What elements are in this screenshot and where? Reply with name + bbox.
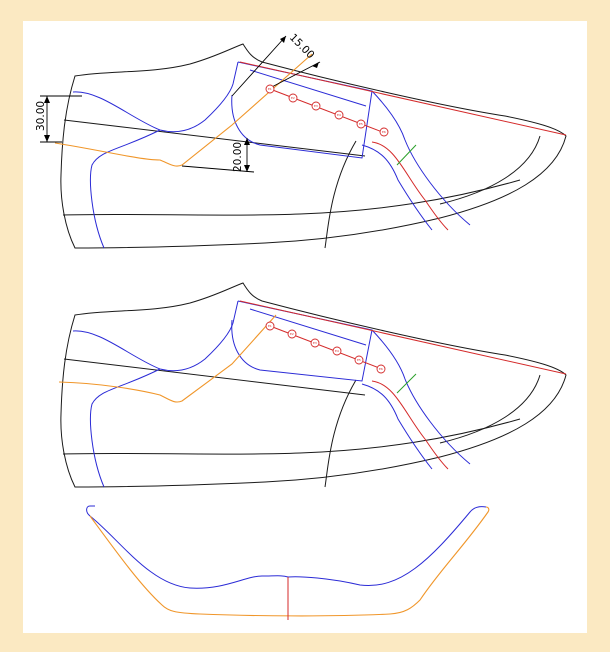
tongue-edge-top (371, 90, 471, 226)
tongue-edge-2-top (361, 144, 433, 231)
svg-text:E5: E5 (359, 122, 363, 126)
eyelet: E2 (288, 93, 298, 103)
eyelet-row-top: E1 E2 E3 E4 E5 E6 (265, 84, 389, 137)
heel-height-label: 30.00 (35, 101, 47, 131)
dimension-heel: 30.00 (35, 95, 82, 143)
eyelet: E3 (311, 101, 321, 111)
eyelet: E4 (334, 110, 344, 120)
tongue-edge-2-middle (361, 383, 433, 470)
svg-text:E4: E4 (337, 113, 341, 117)
quarter-curve-top (72, 61, 239, 133)
feather-line-middle (62, 418, 521, 455)
eyelet: E5 (354, 355, 364, 365)
svg-text:E6: E6 (379, 367, 383, 371)
centerline-middle (239, 300, 567, 375)
toe-marker-top (396, 144, 417, 166)
toe-marker-middle (396, 373, 417, 394)
throat-centerline-top (371, 141, 449, 231)
shoe-view-middle: E1 E2 E3 E4 E5 E6 (58, 282, 567, 488)
eyelet-row-middle: E1 E2 E3 E4 E5 E6 (265, 321, 386, 374)
quarter-curve-middle (72, 300, 239, 372)
lace-base-line-middle (324, 379, 357, 488)
pattern-top-edge (86, 505, 487, 589)
svg-text:E1: E1 (268, 324, 272, 328)
throat-centerline-middle (371, 380, 449, 470)
eyelet: E6 (379, 127, 389, 137)
tongue-edge-middle (371, 329, 471, 465)
quarter-depth-label: 20.00 (232, 142, 244, 172)
eyelet: E4 (332, 346, 342, 356)
eyelet: E3 (310, 338, 320, 348)
heel-counter-top (90, 129, 161, 249)
feather-line-top (62, 179, 521, 216)
lace-panel-inner-middle (249, 308, 367, 346)
flat-pattern-piece (86, 505, 490, 620)
svg-text:E2: E2 (290, 332, 294, 336)
svg-text:E1: E1 (268, 87, 272, 91)
eyelet: E1 (265, 84, 275, 94)
svg-text:E2: E2 (291, 96, 295, 100)
vamp-line-top (63, 119, 366, 157)
lace-panel-middle (231, 300, 373, 382)
collar-line-middle (58, 314, 277, 403)
last-outline-top (60, 43, 567, 249)
centerline-top (239, 61, 567, 136)
last-outline-middle (60, 282, 567, 488)
toe-inner-curve-top (439, 135, 541, 205)
lace-panel-top (231, 61, 373, 159)
eyelet: E6 (376, 364, 386, 374)
svg-text:E6: E6 (382, 130, 386, 134)
dimension-quarter: 20.00 (181, 138, 255, 173)
lace-base-line-top (324, 140, 357, 249)
lace-panel-inner-top (249, 69, 367, 107)
collar-line-top (54, 53, 313, 167)
svg-text:E3: E3 (313, 341, 317, 345)
svg-text:E3: E3 (314, 104, 318, 108)
eyelet: E5 (356, 119, 366, 129)
heel-counter-middle (90, 368, 161, 488)
eyelet: E1 (265, 321, 275, 331)
svg-text:E4: E4 (335, 349, 339, 353)
eyelet: E2 (287, 329, 297, 339)
pattern-bottom-edge (89, 506, 490, 617)
drawing-sheet (23, 21, 587, 633)
toe-inner-curve-middle (439, 374, 541, 444)
svg-text:E5: E5 (357, 358, 361, 362)
